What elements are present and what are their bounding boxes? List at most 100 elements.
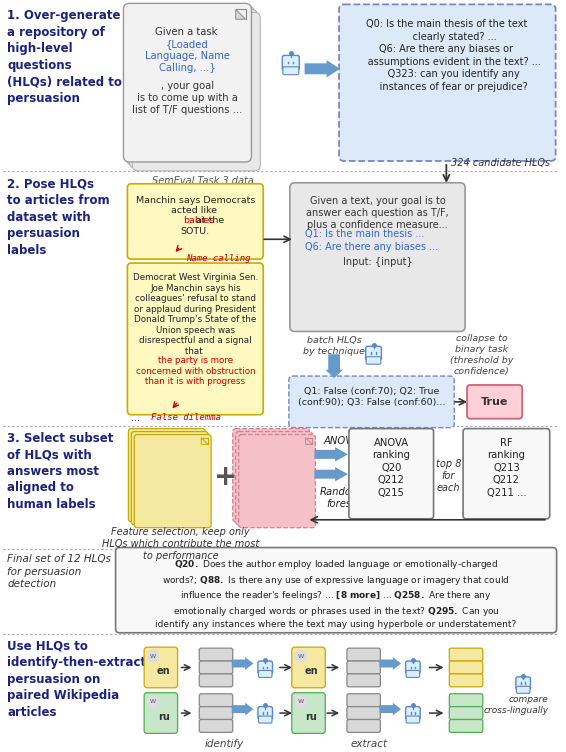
Polygon shape: [306, 438, 312, 444]
FancyBboxPatch shape: [347, 720, 380, 732]
FancyBboxPatch shape: [449, 674, 483, 687]
FancyBboxPatch shape: [128, 429, 205, 522]
FancyBboxPatch shape: [347, 707, 380, 720]
FancyArrow shape: [325, 354, 343, 378]
FancyBboxPatch shape: [199, 694, 233, 707]
Text: Feature selection, keep only
HLQs which contribute the most
to performance: Feature selection, keep only HLQs which …: [102, 526, 259, 561]
Text: Q1: Is the main thesis ...: Q1: Is the main thesis ...: [305, 229, 424, 239]
FancyBboxPatch shape: [144, 693, 178, 733]
FancyBboxPatch shape: [259, 671, 272, 678]
Text: RF
ranking
Q213
Q212
Q211 ...: RF ranking Q213 Q212 Q211 ...: [487, 438, 526, 498]
FancyBboxPatch shape: [467, 385, 522, 419]
FancyBboxPatch shape: [127, 263, 263, 414]
FancyBboxPatch shape: [463, 429, 550, 519]
FancyArrow shape: [379, 703, 401, 715]
FancyBboxPatch shape: [349, 429, 434, 519]
FancyBboxPatch shape: [516, 687, 530, 693]
FancyBboxPatch shape: [449, 720, 483, 732]
Text: Input: {input}: Input: {input}: [342, 257, 412, 267]
FancyBboxPatch shape: [199, 674, 233, 687]
Text: ...: ...: [131, 413, 147, 423]
FancyBboxPatch shape: [126, 6, 254, 165]
Text: Name calling: Name calling: [186, 254, 251, 263]
FancyBboxPatch shape: [516, 677, 530, 690]
Text: False dilemma: False dilemma: [151, 413, 221, 422]
FancyBboxPatch shape: [144, 647, 178, 688]
FancyBboxPatch shape: [406, 671, 419, 678]
Text: Q1: False (conf:70); Q2: True
(conf:90); Q3: False (conf:60)...: Q1: False (conf:70); Q2: True (conf:90);…: [298, 387, 445, 407]
FancyBboxPatch shape: [199, 707, 233, 720]
FancyBboxPatch shape: [199, 648, 233, 661]
Text: 2. Pose HLQs
to articles from
dataset with
persuasion
labels: 2. Pose HLQs to articles from dataset wi…: [7, 177, 110, 257]
FancyBboxPatch shape: [292, 693, 325, 733]
Text: compare
cross-lingually: compare cross-lingually: [483, 696, 549, 715]
Text: {Loaded
Language, Name
Calling, ...}: {Loaded Language, Name Calling, ...}: [145, 39, 230, 73]
FancyBboxPatch shape: [406, 707, 420, 720]
FancyBboxPatch shape: [235, 432, 312, 525]
FancyBboxPatch shape: [134, 435, 211, 528]
Text: collapse to
binary task
(threshold by
confidence): collapse to binary task (threshold by co…: [450, 335, 513, 376]
Text: True: True: [481, 397, 508, 407]
FancyBboxPatch shape: [289, 376, 454, 428]
Circle shape: [295, 650, 307, 662]
Text: ANOVA: ANOVA: [323, 435, 359, 445]
FancyBboxPatch shape: [123, 3, 251, 162]
Text: 324 candidate HLQs: 324 candidate HLQs: [451, 158, 550, 168]
FancyBboxPatch shape: [127, 183, 263, 259]
Text: en: en: [157, 666, 170, 677]
Text: ru: ru: [158, 712, 170, 722]
Text: W: W: [298, 653, 304, 659]
Text: $\mathbf{Q20.}$ Does the author employ loaded language or emotionally-charged
wo: $\mathbf{Q20.}$ Does the author employ l…: [156, 559, 517, 629]
FancyBboxPatch shape: [115, 547, 556, 632]
Circle shape: [147, 650, 159, 662]
FancyBboxPatch shape: [199, 661, 233, 674]
FancyBboxPatch shape: [347, 674, 380, 687]
FancyBboxPatch shape: [130, 9, 258, 168]
Circle shape: [147, 696, 159, 708]
FancyBboxPatch shape: [339, 5, 556, 161]
Text: Given a text, your goal is to
answer each question as T/F,
plus a confidence mea: Given a text, your goal is to answer eac…: [306, 196, 449, 230]
Circle shape: [295, 696, 307, 708]
Text: babies: babies: [183, 217, 215, 226]
Text: extract: extract: [351, 739, 388, 749]
FancyBboxPatch shape: [292, 647, 325, 688]
FancyBboxPatch shape: [259, 716, 272, 723]
FancyBboxPatch shape: [233, 429, 310, 522]
Text: identify: identify: [204, 739, 243, 749]
FancyBboxPatch shape: [258, 661, 272, 674]
FancyBboxPatch shape: [347, 694, 380, 707]
FancyBboxPatch shape: [449, 694, 483, 707]
FancyBboxPatch shape: [290, 183, 465, 332]
FancyBboxPatch shape: [406, 716, 419, 723]
Text: Q0: Is the main thesis of the text
     clearly stated? ...
Q6: Are there any bi: Q0: Is the main thesis of the text clear…: [352, 20, 541, 92]
Text: Given a task: Given a task: [155, 27, 220, 37]
FancyArrow shape: [379, 657, 401, 670]
FancyBboxPatch shape: [239, 435, 315, 528]
FancyBboxPatch shape: [347, 661, 380, 674]
FancyBboxPatch shape: [449, 707, 483, 720]
Text: the party is more
concerned with obstruction
than it is with progress: the party is more concerned with obstruc…: [135, 356, 255, 387]
FancyBboxPatch shape: [132, 12, 260, 171]
FancyBboxPatch shape: [283, 67, 299, 74]
FancyArrow shape: [315, 467, 348, 481]
Text: W: W: [150, 699, 156, 704]
Text: Democrat West Virginia Sen.
Joe Manchin says his
colleagues' refusal to stand
or: Democrat West Virginia Sen. Joe Manchin …: [132, 273, 258, 356]
FancyBboxPatch shape: [282, 56, 299, 70]
Text: batch HLQs
by technique: batch HLQs by technique: [303, 336, 365, 356]
Text: Q6: Are there any biases ...: Q6: Are there any biases ...: [305, 242, 438, 252]
FancyBboxPatch shape: [449, 661, 483, 674]
FancyBboxPatch shape: [366, 356, 381, 364]
FancyBboxPatch shape: [449, 648, 483, 661]
FancyBboxPatch shape: [131, 432, 208, 525]
Polygon shape: [201, 438, 208, 444]
Text: SemEval Task 3 data: SemEval Task 3 data: [152, 176, 254, 186]
Text: Manchin says Democrats
acted like: Manchin says Democrats acted like: [136, 196, 255, 215]
FancyArrow shape: [305, 60, 340, 77]
FancyBboxPatch shape: [258, 707, 272, 720]
Text: Use HLQs to
identify-then-extract
persuasion on
paired Wikipedia
articles: Use HLQs to identify-then-extract persua…: [7, 640, 147, 719]
Text: 1. Over-generate
a repository of
high-level
questions
(HLQs) related to
persuasi: 1. Over-generate a repository of high-le…: [7, 9, 122, 105]
Text: W: W: [150, 653, 156, 659]
FancyArrow shape: [231, 657, 254, 670]
FancyArrow shape: [315, 447, 348, 462]
Text: at the
SOTU.: at the SOTU.: [166, 217, 225, 236]
